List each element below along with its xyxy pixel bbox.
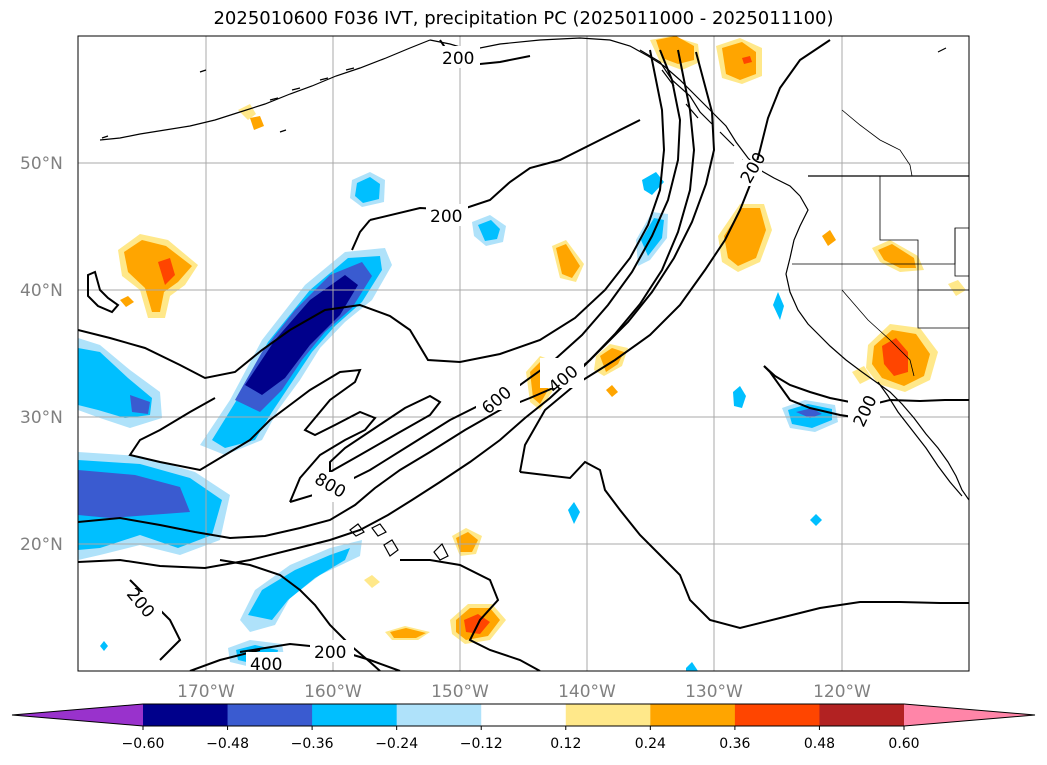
lon-label-140w: 140°W — [558, 682, 616, 702]
lat-label-50n: 50°N — [20, 154, 63, 174]
contour-label: 200 — [314, 643, 346, 663]
lon-label-120w: 120°W — [813, 682, 871, 702]
colorbar-segment — [312, 704, 398, 726]
colorbar-segment — [396, 704, 482, 726]
colorbar-segment — [227, 704, 313, 726]
negative-anomaly-band — [78, 172, 838, 671]
contour-label: 200 — [430, 207, 462, 227]
lat-label-20n: 20°N — [20, 535, 63, 555]
lon-label-150w: 150°W — [431, 682, 489, 702]
figure-title: 2025010600 F036 IVT, precipitation PC (2… — [213, 8, 834, 29]
lat-label-40n: 40°N — [20, 281, 63, 301]
colorbar: −0.60 −0.48 −0.36 −0.24 −0.12 0.12 0.24 0.36 0.4… — [11, 703, 1036, 752]
colorbar-extend-max — [904, 704, 1035, 726]
colorbar-tick-label: 0.60 — [888, 736, 919, 752]
colorbar-tick-label: −0.36 — [291, 736, 334, 752]
colorbar-tick-label: −0.12 — [460, 736, 503, 752]
colorbar-segment — [734, 704, 820, 726]
colorbar-tick-label: −0.24 — [375, 736, 418, 752]
map-content: 200 200 200 200 200 200 400 400 600 800 — [78, 36, 969, 675]
lon-label-160w: 160°W — [304, 682, 362, 702]
contour-label: 400 — [250, 655, 282, 675]
longitude-labels: 170°W 160°W 150°W 140°W 130°W 120°W — [177, 682, 871, 702]
contour-label: 200 — [442, 49, 474, 69]
map-panel — [78, 36, 969, 671]
colorbar-extend-min — [12, 704, 143, 726]
map-frame — [77, 35, 970, 672]
lon-label-170w: 170°W — [177, 682, 235, 702]
colorbar-tick-label: 0.24 — [635, 736, 666, 752]
colorbar-tick-label: −0.60 — [122, 736, 165, 752]
colorbar-tick-label: 0.48 — [804, 736, 835, 752]
colorbar-tick-label: 0.36 — [719, 736, 750, 752]
colorbar-segment — [819, 704, 905, 726]
colorbar-segment — [650, 704, 736, 726]
colorbar-tick-label: −0.48 — [206, 736, 249, 752]
colorbar-segment — [565, 704, 651, 726]
coastlines — [99, 37, 969, 561]
colorbar-segment — [143, 704, 229, 726]
lat-label-30n: 30°N — [20, 408, 63, 428]
latitude-labels: 50°N 40°N 30°N 20°N — [20, 154, 63, 555]
colorbar-segment — [481, 704, 567, 726]
colorbar-tick-label: 0.12 — [550, 736, 581, 752]
lon-label-130w: 130°W — [685, 682, 743, 702]
